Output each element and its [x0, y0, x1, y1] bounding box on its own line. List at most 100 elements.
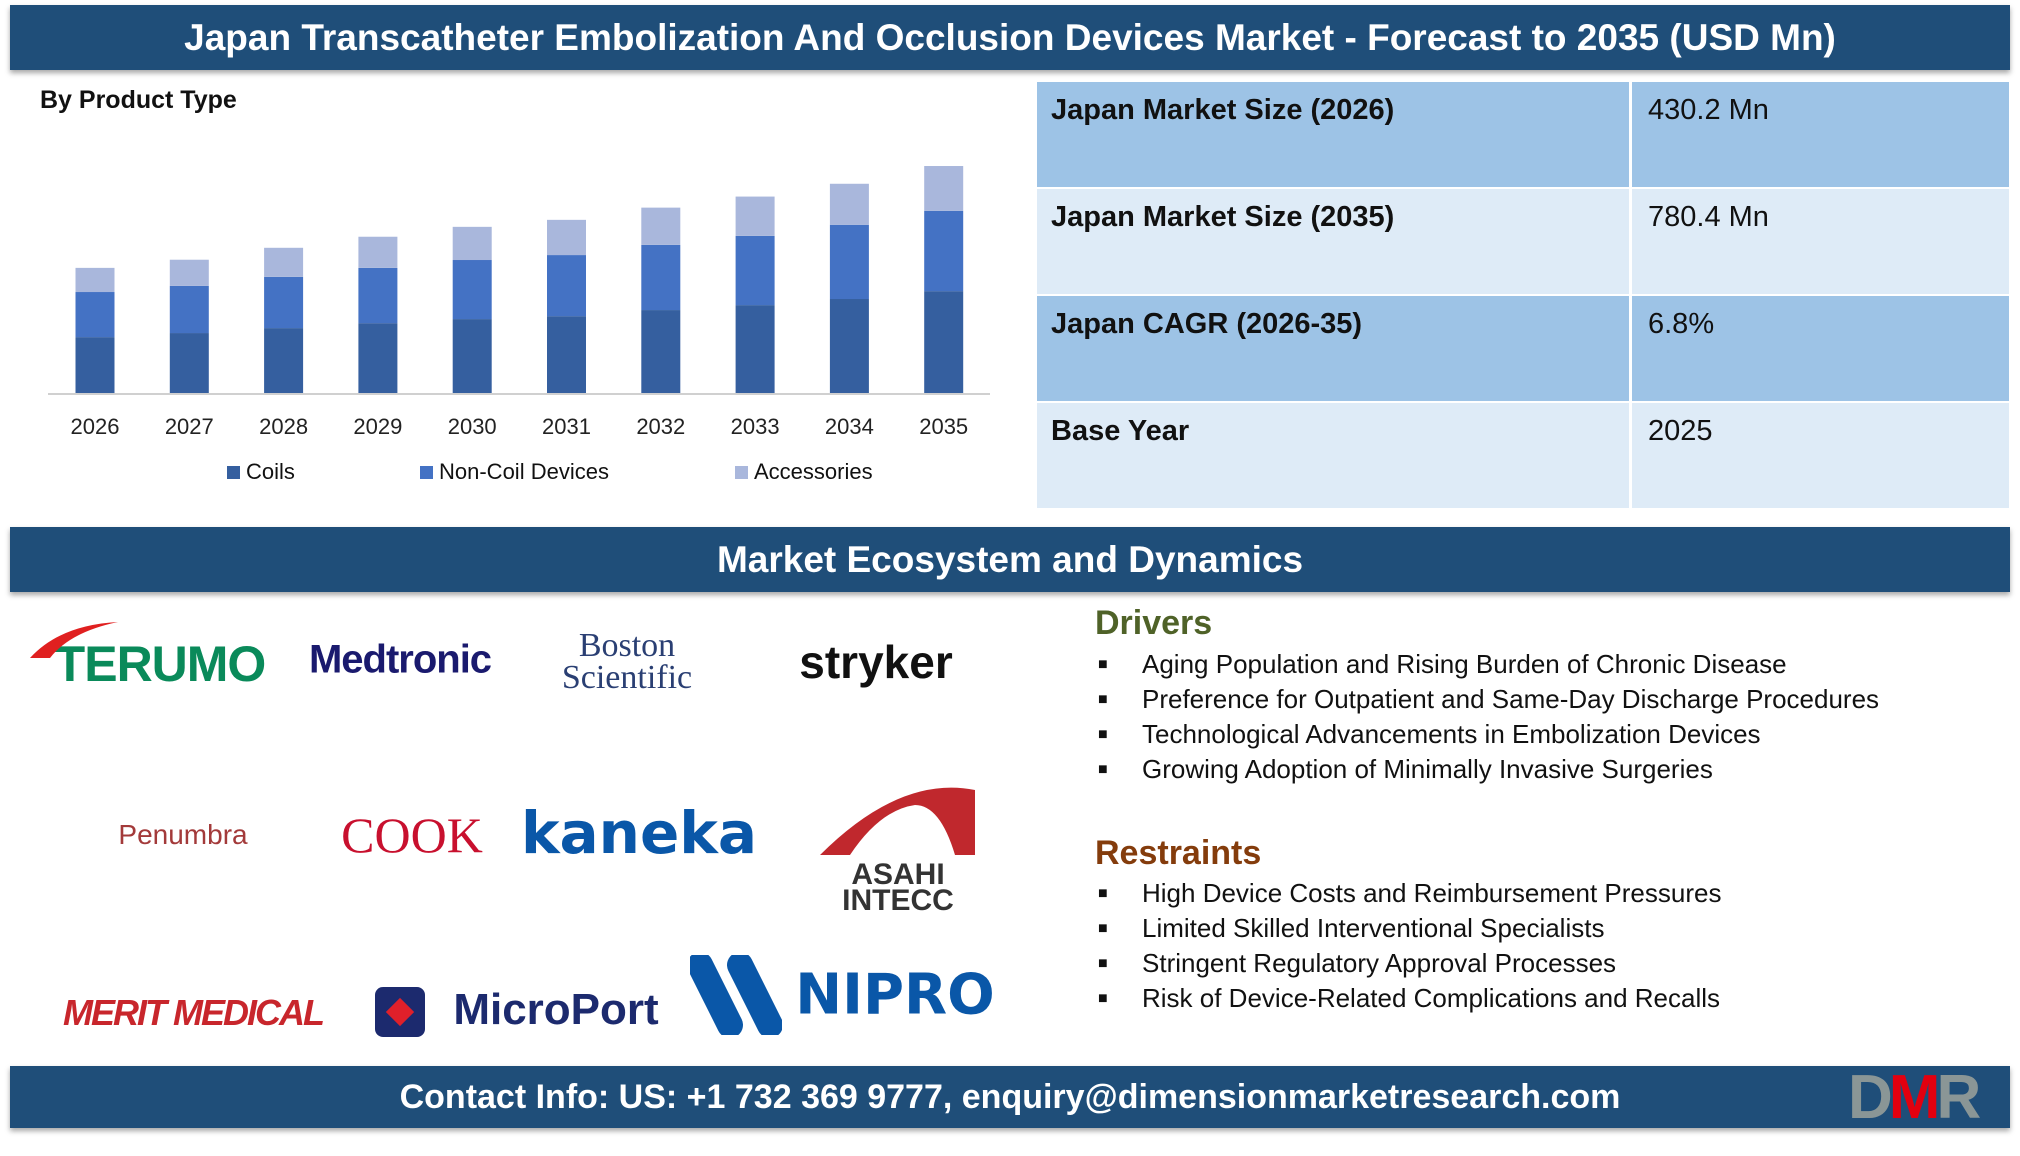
item-text: Preference for Outpatient and Same-Day D… — [1142, 684, 1880, 714]
item-text: Risk of Device-Related Complications and… — [1142, 983, 1721, 1013]
bar-accessories-2031 — [547, 219, 586, 256]
legend-label: Accessories — [754, 459, 873, 484]
stats-row: Japan Market Size (2026) 430.2 Mn — [1037, 82, 2009, 187]
bullet-icon: ■ — [1098, 885, 1108, 902]
x-tick-label: 2026 — [71, 414, 120, 439]
bar-accessories-2029 — [358, 236, 398, 268]
x-tick-label: 2034 — [825, 414, 874, 439]
legend-swatch — [420, 465, 433, 479]
logo-medtronic: Medtronic — [308, 637, 492, 682]
list-item: ■ Risk of Device-Related Complications an… — [1098, 981, 1721, 1016]
chart-title: By Product Type — [40, 86, 237, 114]
x-tick-label: 2030 — [448, 414, 497, 439]
microport-badge-icon — [375, 987, 425, 1037]
stat-value: 6.8% — [1648, 308, 1715, 340]
logo-cook: COOK — [341, 807, 483, 863]
restraints-title: Restraints — [1095, 834, 1262, 872]
list-item: ■ Aging Population and Rising Burden of C… — [1098, 647, 1879, 682]
item-text: Stringent Regulatory Approval Processes — [1142, 948, 1617, 978]
bar-non-coil-devices-2030 — [452, 260, 492, 320]
bar-coils-2035 — [924, 291, 964, 393]
bar-non-coil-devices-2031 — [547, 255, 586, 317]
x-tick-label: 2031 — [542, 414, 591, 439]
ecosystem-title: Market Ecosystem and Dynamics — [10, 527, 2010, 592]
list-item: ■ Stringent Regulatory Approval Processes — [1098, 946, 1721, 981]
bullet-icon: ■ — [1098, 990, 1108, 1007]
legend-label: Coils — [246, 459, 295, 484]
bar-non-coil-devices-2034 — [829, 224, 869, 300]
logo-stryker: stryker — [799, 636, 953, 688]
bar-coils-2026 — [75, 337, 115, 393]
legend-non-coil: Non-Coil Devices — [420, 459, 609, 485]
bar-coils-2032 — [641, 310, 681, 393]
list-item: ■ Preference for Outpatient and Same-Day … — [1098, 682, 1879, 717]
x-tick-label: 2027 — [165, 414, 214, 439]
bar-non-coil-devices-2029 — [358, 267, 398, 324]
bar-accessories-2034 — [829, 183, 869, 225]
bar-non-coil-devices-2032 — [641, 244, 681, 311]
bar-coils-2033 — [735, 305, 775, 393]
bar-accessories-2027 — [169, 259, 209, 286]
drivers-title: Drivers — [1095, 604, 1213, 642]
legend-coils: Coils — [227, 459, 295, 485]
bullet-icon: ■ — [1098, 920, 1108, 937]
x-tick-label: 2029 — [353, 414, 402, 439]
terumo-swoosh-icon — [30, 622, 118, 658]
stats-row: Japan CAGR (2026-35) 6.8% — [1037, 296, 2009, 401]
bar-accessories-2030 — [452, 226, 492, 261]
stat-value: 2025 — [1648, 415, 1713, 447]
list-item: ■ Limited Skilled Interventional Speciali… — [1098, 911, 1721, 946]
legend-swatch — [227, 465, 240, 479]
bar-non-coil-devices-2035 — [924, 210, 964, 292]
bar-coils-2030 — [452, 319, 492, 393]
bar-coils-2028 — [264, 328, 304, 393]
item-text: Technological Advancements in Embolizati… — [1142, 719, 1761, 749]
nipro-mark-icon — [690, 955, 782, 1035]
bar-coils-2027 — [169, 333, 209, 393]
stat-label: Japan CAGR (2026-35) — [1037, 296, 1632, 401]
asahi-arch-icon — [820, 787, 975, 855]
bar-accessories-2028 — [264, 247, 304, 277]
logo-kaneka: kaneka — [520, 799, 758, 867]
stats-row: Base Year 2025 — [1037, 403, 2009, 508]
x-tick-label: 2033 — [731, 414, 780, 439]
legend-accessories: Accessories — [735, 459, 873, 485]
stacked-bar-chart: 2026 2027 2028 2029 2030 2031 2032 2033 2034 2035 — [48, 166, 990, 439]
bar-accessories-2026 — [75, 267, 115, 293]
x-tick-label: 2035 — [919, 414, 968, 439]
logo-terumo: TERUMO — [54, 636, 267, 692]
logo-boston-scientific: Boston Scientific — [561, 627, 693, 696]
item-text: Growing Adoption of Minimally Invasive S… — [1142, 754, 1713, 784]
list-item: ■ High Device Costs and Reimbursement Pre… — [1098, 876, 1721, 911]
bar-accessories-2033 — [735, 196, 775, 236]
stats-row: Japan Market Size (2035) 780.4 Mn — [1037, 189, 2009, 294]
legend-label: Non-Coil Devices — [439, 459, 609, 484]
stat-value: 430.2 Mn — [1648, 94, 1769, 126]
logo-microport-text: MicroPort — [453, 985, 659, 1034]
logo-penumbra: Penumbra — [118, 819, 248, 850]
bar-accessories-2032 — [641, 207, 681, 245]
bar-non-coil-devices-2027 — [169, 285, 209, 334]
footer-contact: Contact Info: US: +1 732 369 9777, enqui… — [10, 1066, 2010, 1128]
x-tick-label: 2028 — [259, 414, 308, 439]
logo-microport: MicroPort — [397, 985, 658, 1035]
bullet-icon: ■ — [1098, 691, 1108, 708]
item-text: Aging Population and Rising Burden of Ch… — [1142, 649, 1787, 679]
logo-asahi-intecc: ASAHI INTECC — [842, 858, 954, 917]
page-title: Japan Transcatheter Embolization And Occ… — [10, 5, 2010, 70]
bullet-icon: ■ — [1098, 955, 1108, 972]
x-tick-label: 2032 — [636, 414, 685, 439]
stats-table: Japan Market Size (2026) 430.2 Mn Japan M… — [1037, 82, 2009, 510]
stat-label: Japan Market Size (2035) — [1037, 189, 1632, 294]
bullet-icon: ■ — [1098, 656, 1108, 673]
item-text: Limited Skilled Interventional Specialis… — [1142, 913, 1605, 943]
bar-coils-2031 — [547, 316, 586, 393]
list-item: ■ Growing Adoption of Minimally Invasive … — [1098, 752, 1879, 787]
bar-non-coil-devices-2033 — [735, 235, 775, 306]
stat-label: Japan Market Size (2026) — [1037, 82, 1632, 187]
legend-swatch — [735, 465, 748, 479]
bar-coils-2029 — [358, 323, 398, 393]
list-item: ■ Technological Advancements in Embolizat… — [1098, 717, 1879, 752]
item-text: High Device Costs and Reimbursement Pres… — [1142, 878, 1722, 908]
restraints-list: ■ High Device Costs and Reimbursement Pre… — [1098, 876, 1721, 1016]
